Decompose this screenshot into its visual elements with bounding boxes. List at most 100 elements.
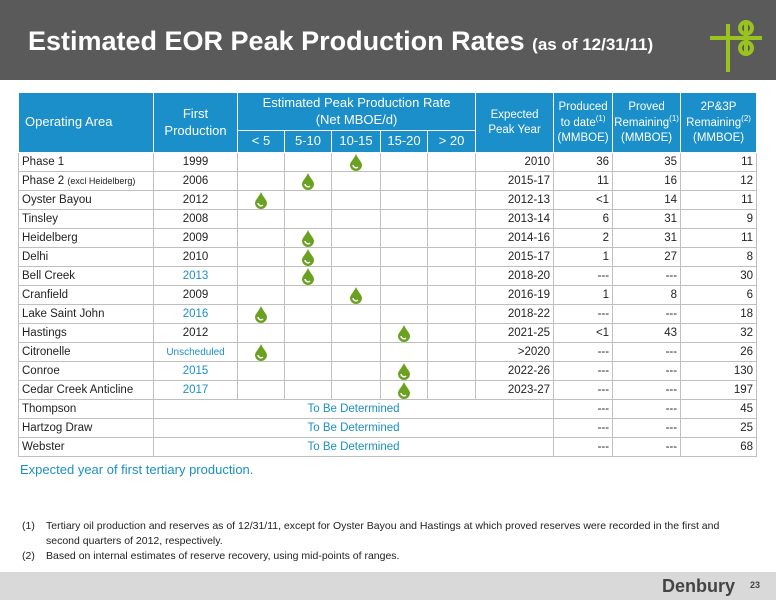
rate-cell: [284, 304, 332, 324]
peak-year-cell: 2013-14: [475, 209, 555, 229]
proved-cell: ---: [612, 437, 682, 457]
produced-cell: 2: [553, 228, 614, 248]
produced-cell: 6: [553, 209, 614, 229]
first-production-cell: 2008: [153, 209, 238, 229]
table-row: Conroe 2015 2022-26 --- --- 130: [18, 361, 758, 381]
produced-cell: ---: [553, 361, 614, 381]
proved-cell: 35: [612, 152, 682, 172]
drop-icon: [302, 172, 314, 190]
area-cell: Cedar Creek Anticline: [18, 380, 154, 400]
header-band: [0, 0, 776, 80]
p2p3-cell: 11: [680, 190, 758, 210]
first-production-cell: 2017: [153, 380, 238, 400]
table-row: Oyster Bayou 2012 2012-13 <1 14 11: [18, 190, 758, 210]
rate-cell: [284, 361, 332, 381]
header-cell: < 5: [237, 130, 285, 153]
table-row: Citronelle Unscheduled >2020 --- --- 26: [18, 342, 758, 362]
rate-cell: [426, 323, 477, 343]
rate-cell: [284, 342, 332, 362]
first-production-cell: 2010: [153, 247, 238, 267]
table-row: Cedar Creek Anticline 2017 2023-27 --- --- 19…: [18, 380, 758, 400]
area-cell: Hartzog Draw: [18, 418, 154, 438]
first-production-cell: 2016: [153, 304, 238, 324]
rate-cell: [237, 190, 285, 210]
rate-cell: [426, 304, 477, 324]
rate-cell: [331, 323, 381, 343]
p2p3-cell: 12: [680, 171, 758, 191]
area-note: (excl Heidelberg): [67, 176, 136, 186]
rate-cell: [331, 342, 381, 362]
first-production-cell: 2015: [153, 361, 238, 381]
rate-cell: [237, 361, 285, 381]
drop-icon: [350, 286, 362, 304]
area-cell: Bell Creek: [18, 266, 154, 286]
proved-cell: 14: [612, 190, 682, 210]
p2p3-cell: 68: [680, 437, 758, 457]
header-cell: Estimated Peak Production Rate (Net MBOE/…: [236, 92, 477, 131]
rate-cell: [426, 209, 477, 229]
p2p3-cell: 32: [680, 323, 758, 343]
footer-band: [0, 572, 776, 600]
produced-cell: 1: [553, 247, 614, 267]
area-name: Bell Creek: [22, 270, 76, 282]
area-cell: Phase 2 (excl Heidelberg): [18, 171, 154, 191]
drop-icon: [255, 343, 267, 361]
title-text: Estimated EOR Peak Production Rates: [28, 26, 525, 56]
rate-cell: [284, 228, 332, 248]
rate-cell: [380, 304, 428, 324]
table-row: Lake Saint John 2016 2018-22 --- --- 18: [18, 304, 758, 324]
peak-year-cell: 2014-16: [475, 228, 555, 248]
subtitle: (as of 12/31/11): [532, 35, 654, 54]
drop-icon: [398, 381, 410, 399]
header-text: Estimated Peak Production Rate: [262, 95, 451, 111]
rate-cell: [331, 171, 381, 191]
peak-year-cell: 2010: [475, 152, 555, 172]
rate-cell: [426, 361, 477, 381]
rate-cell: [426, 380, 477, 400]
status-cell: To Be Determined: [152, 418, 555, 438]
area-name: Cranfield: [22, 289, 69, 301]
rate-cell: [380, 361, 428, 381]
rate-cell: [380, 228, 428, 248]
peak-year-cell: >2020: [475, 342, 555, 362]
rate-cell: [331, 285, 381, 305]
produced-cell: <1: [553, 190, 614, 210]
header-text: Produced to date: [558, 101, 608, 130]
area-name: Hartzog Draw: [22, 422, 93, 434]
area-name: Citronelle: [22, 346, 71, 358]
header-cell: > 20: [426, 130, 477, 153]
produced-cell: 11: [553, 171, 614, 191]
proved-cell: 31: [612, 228, 682, 248]
drop-icon: [302, 267, 314, 285]
rate-cell: [380, 209, 428, 229]
rate-cell: [426, 190, 477, 210]
p2p3-cell: 26: [680, 342, 758, 362]
footnote-ref: (2): [741, 114, 751, 124]
rate-cell: [331, 361, 381, 381]
drop-icon: [255, 191, 267, 209]
area-cell: Cranfield: [18, 285, 154, 305]
produced-cell: ---: [553, 418, 614, 438]
area-name: Cedar Creek Anticline: [22, 384, 134, 396]
area-name: Phase 2: [22, 175, 65, 187]
peak-year-cell: 2021-25: [475, 323, 555, 343]
proved-cell: ---: [612, 304, 682, 324]
produced-cell: ---: [553, 399, 614, 419]
p2p3-cell: 9: [680, 209, 758, 229]
proved-cell: 16: [612, 171, 682, 191]
rate-cell: [284, 190, 332, 210]
header-text: (MMBOE): [693, 131, 745, 144]
p2p3-cell: 45: [680, 399, 758, 419]
rate-cell: [380, 380, 428, 400]
header-cell: Expected Peak Year: [475, 92, 555, 153]
rate-cell: [331, 152, 381, 172]
proved-cell: ---: [612, 418, 682, 438]
proved-cell: 31: [612, 209, 682, 229]
produced-cell: ---: [553, 342, 614, 362]
logo: Denbury: [662, 576, 736, 596]
rate-cell: [237, 285, 285, 305]
area-name: Thompson: [22, 403, 77, 415]
proved-cell: ---: [612, 266, 682, 286]
area-cell: Heidelberg: [18, 228, 154, 248]
rate-cell: [237, 171, 285, 191]
